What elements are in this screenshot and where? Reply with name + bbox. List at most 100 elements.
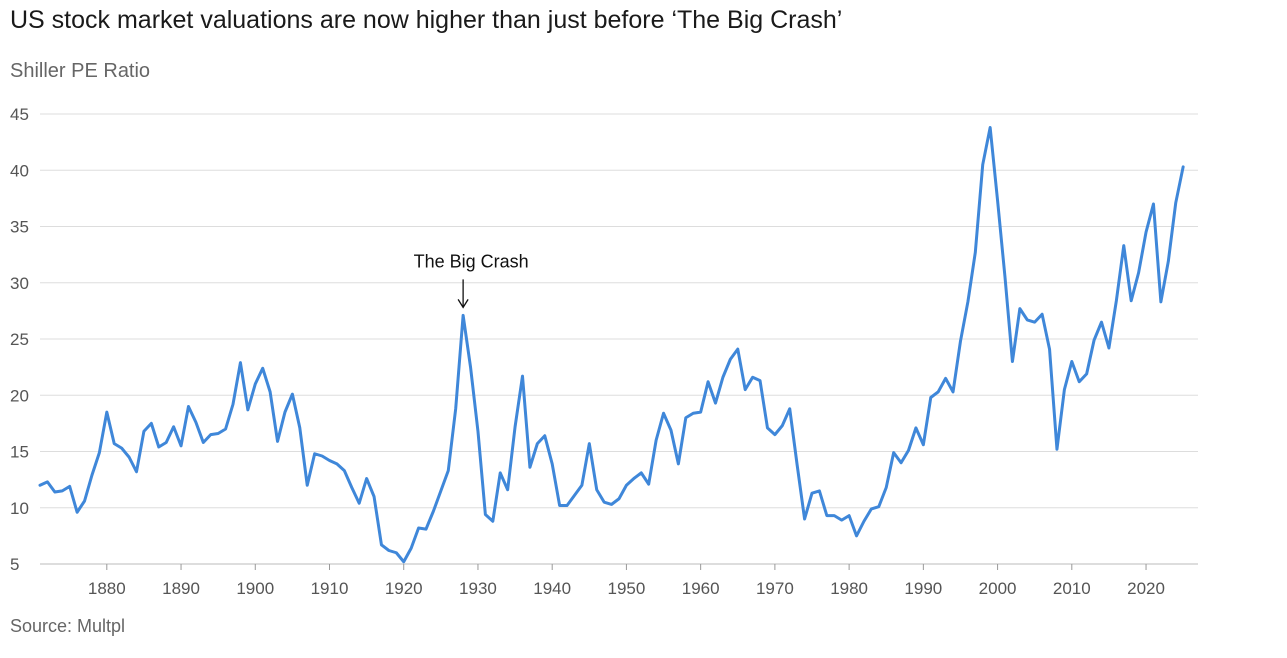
x-tick-label: 1910 [311,579,349,598]
data-point [45,480,49,484]
data-point [1062,388,1066,392]
data-point [550,462,554,466]
data-point [1070,360,1074,364]
data-point [461,313,465,317]
data-point [765,426,769,430]
data-point [832,514,836,518]
data-point [194,420,198,424]
data-point [1174,201,1178,205]
data-point [521,374,525,378]
y-tick-label: 15 [10,443,29,462]
data-point [402,560,406,564]
data-point [862,519,866,523]
data-point [662,411,666,415]
x-tick-label: 1950 [608,579,646,598]
y-tick-label: 20 [10,386,29,405]
y-tick-label: 5 [10,555,19,574]
data-point [446,469,450,473]
data-point [981,163,985,167]
data-point [684,416,688,420]
data-point [543,434,547,438]
data-point [164,441,168,445]
grid-layer [40,113,1198,565]
data-point [1100,320,1104,324]
data-point [276,439,280,443]
data-point [758,379,762,383]
data-point [127,455,131,459]
data-point [996,199,1000,203]
data-point [907,448,911,452]
data-point [617,497,621,501]
data-point [892,451,896,455]
data-point [706,380,710,384]
x-tick-label: 2020 [1127,579,1165,598]
data-point [966,300,970,304]
data-point [877,505,881,509]
data-point [602,500,606,504]
data-point [53,490,57,494]
data-point [958,339,962,343]
data-point [83,499,87,503]
data-point [810,491,814,495]
data-point [743,388,747,392]
data-point [261,366,265,370]
data-point [216,432,220,436]
data-point [350,486,354,490]
x-tick-label: 1900 [236,579,274,598]
x-axis: 1880 1890 1900 1910 1920 1930 1940 1950 1960 1970… [88,564,1165,598]
data-point [595,488,599,492]
data-point [647,482,651,486]
data-point [209,433,213,437]
x-tick-label: 1980 [830,579,868,598]
data-point [68,484,72,488]
data-point [825,514,829,518]
data-point [1077,380,1081,384]
series-line-shiller-pe [38,126,1185,564]
y-tick-label: 25 [10,330,29,349]
data-point [1159,300,1163,304]
data-point [639,471,643,475]
data-point [988,126,992,130]
data-point [699,410,703,414]
data-point [936,390,940,394]
data-point [290,392,294,396]
data-point [1092,338,1096,342]
data-point [105,410,109,414]
data-point [186,405,190,409]
data-point [795,463,799,467]
data-point [1137,271,1141,275]
data-point [587,442,591,446]
data-point [90,473,94,477]
data-point [179,444,183,448]
data-point [476,429,480,433]
y-axis: 5 10 15 20 25 30 35 40 45 [10,105,29,574]
data-point [135,470,139,474]
data-point [736,347,740,351]
x-tick-label: 1920 [385,579,423,598]
data-point [884,486,888,490]
series-layer [38,126,1185,564]
data-point [565,504,569,508]
data-point [394,551,398,555]
data-point [1033,320,1037,324]
data-point [1151,202,1155,206]
data-point [439,489,443,493]
x-tick-label: 2000 [979,579,1017,598]
data-point [491,519,495,523]
data-point [869,507,873,511]
data-point [60,489,64,493]
data-point [788,407,792,411]
x-tick-label: 1960 [682,579,720,598]
y-tick-label: 10 [10,499,29,518]
annotation-layer: The Big Crash [414,251,529,309]
data-point [535,442,539,446]
x-tick-label: 1970 [756,579,794,598]
data-point [944,376,948,380]
data-point [1055,447,1059,451]
data-point [454,407,458,411]
data-point [224,427,228,431]
data-point [320,454,324,458]
data-point [951,390,955,394]
x-tick-label: 1880 [88,579,126,598]
data-point [112,442,116,446]
